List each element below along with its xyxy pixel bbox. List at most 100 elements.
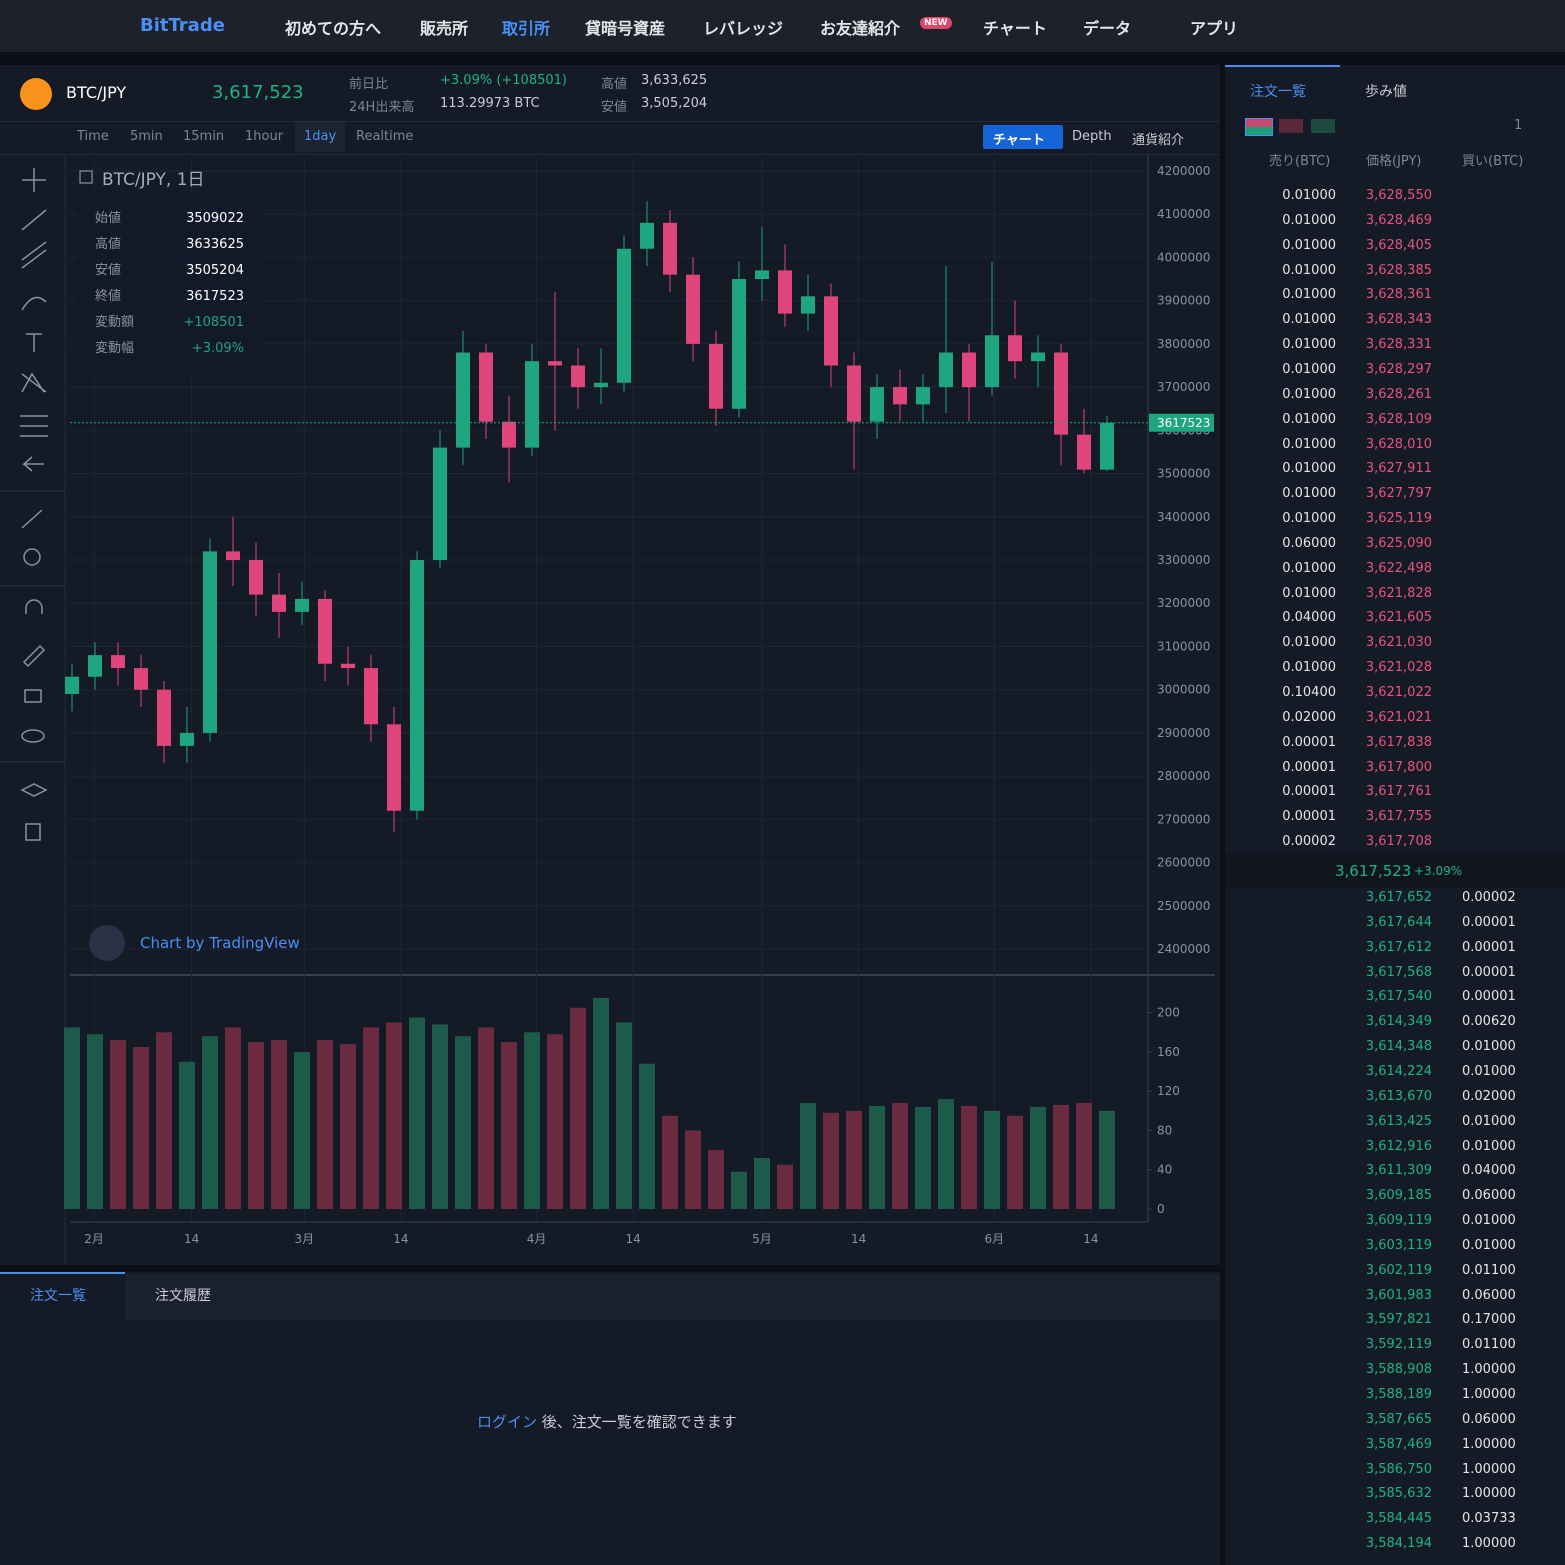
ob-cell[interactable]: 0.04000 — [1462, 1163, 1516, 1179]
ob-cell[interactable]: 3,603,119 — [1365, 1237, 1432, 1253]
ob-cell[interactable]: 0.06000 — [1462, 1411, 1516, 1427]
ob-cell[interactable]: 3,621,828 — [1365, 585, 1432, 601]
ob-cell[interactable]: 3,625,119 — [1365, 511, 1432, 527]
ob-cell[interactable]: 0.06000 — [1462, 1287, 1516, 1303]
ob-cell[interactable]: 3,628,550 — [1365, 188, 1432, 203]
ob-cell[interactable]: 3,612,916 — [1365, 1138, 1432, 1154]
ob-cell[interactable]: 3,621,021 — [1365, 709, 1432, 725]
orders-tab[interactable]: 注文履歴 — [155, 1288, 211, 1304]
ob-cell[interactable]: 0.01000 — [1282, 237, 1336, 253]
ob-cell[interactable]: 0.00001 — [1462, 964, 1516, 980]
ob-cell[interactable]: 3,621,605 — [1365, 610, 1432, 626]
view-tab[interactable]: チャート — [993, 133, 1045, 148]
logo[interactable]: BitTrade — [140, 15, 225, 36]
ob-cell[interactable]: 3,614,348 — [1365, 1039, 1432, 1055]
ob-cell[interactable]: 3,628,469 — [1365, 212, 1432, 228]
ob-cell[interactable]: 0.01000 — [1282, 287, 1336, 303]
ob-cell[interactable]: 3,628,261 — [1365, 386, 1432, 402]
ob-cell[interactable]: 3,592,119 — [1365, 1337, 1432, 1353]
interval[interactable]: Realtime — [356, 129, 414, 144]
nav-item[interactable]: アプリ — [1190, 19, 1239, 38]
ob-cell[interactable]: 0.00001 — [1462, 939, 1516, 955]
ob-cell[interactable]: 3,602,119 — [1365, 1262, 1432, 1278]
nav-item[interactable]: 販売所 — [420, 19, 469, 38]
ob-cell[interactable]: 3,613,425 — [1365, 1113, 1432, 1129]
ob-cell[interactable]: 0.01000 — [1282, 262, 1336, 278]
ob-cell[interactable]: 3,613,670 — [1365, 1088, 1432, 1104]
ob-cell[interactable]: 0.01000 — [1282, 511, 1336, 527]
ob-cell[interactable]: 0.01000 — [1282, 411, 1336, 427]
pair[interactable]: BTC/JPY — [66, 83, 127, 102]
ob-cell[interactable]: 0.01000 — [1462, 1039, 1516, 1055]
ob-cell[interactable]: 0.00002 — [1462, 890, 1516, 905]
ob-cell[interactable]: 0.01000 — [1462, 1113, 1516, 1129]
ob-cell[interactable]: 3,617,755 — [1365, 809, 1432, 825]
ob-cell[interactable]: 3,627,911 — [1365, 461, 1432, 477]
ob-cell[interactable]: 0.01000 — [1282, 312, 1336, 328]
ob-cell[interactable]: 0.00001 — [1282, 784, 1336, 800]
ob-cell[interactable]: 3,586,750 — [1365, 1461, 1432, 1477]
nav-item[interactable]: レバレッジ — [703, 19, 784, 38]
ob-tab[interactable]: 注文一覧 — [1250, 84, 1306, 100]
ob-cell[interactable]: 0.04000 — [1282, 610, 1336, 626]
ob-cell[interactable]: 1.00000 — [1462, 1387, 1516, 1402]
interval[interactable]: Time — [77, 129, 109, 144]
ob-cell[interactable]: 0.01000 — [1282, 337, 1336, 353]
ob-cell[interactable]: 3,601,983 — [1365, 1287, 1432, 1303]
ob-cell[interactable]: 3,609,185 — [1365, 1188, 1432, 1204]
view-both[interactable] — [1245, 118, 1273, 136]
ob-cell[interactable]: 3,611,309 — [1365, 1163, 1432, 1179]
ob-cell[interactable]: 3,587,665 — [1365, 1411, 1432, 1427]
nav-item[interactable]: 取引所 — [502, 19, 551, 38]
ob-cell[interactable]: 3,588,908 — [1365, 1362, 1432, 1378]
interval[interactable]: 5min — [130, 129, 163, 144]
ob-cell[interactable]: 0.17000 — [1462, 1312, 1516, 1328]
ob-cell[interactable]: 3,628,297 — [1365, 361, 1432, 377]
ob-cell[interactable]: 0.01100 — [1462, 1337, 1516, 1353]
ob-cell[interactable]: 3,628,010 — [1365, 436, 1432, 452]
ob-cell[interactable]: 0.00001 — [1282, 734, 1336, 750]
ob-cell[interactable]: 0.00001 — [1462, 914, 1516, 930]
ob-cell[interactable]: 0.01000 — [1282, 585, 1336, 601]
nav-item[interactable]: チャート — [983, 19, 1047, 38]
nav-item[interactable]: 初めての方へ — [285, 19, 382, 38]
ob-cell[interactable]: 0.01000 — [1282, 361, 1336, 377]
ob-cell[interactable]: 1.00000 — [1462, 1362, 1516, 1378]
ob-cell[interactable]: 3,617,644 — [1365, 914, 1432, 930]
ob-cell[interactable]: 3,617,652 — [1365, 890, 1432, 905]
nav-item[interactable]: データ — [1083, 19, 1132, 38]
ob-cell[interactable]: 0.01000 — [1282, 386, 1336, 402]
ob-cell[interactable]: 3,621,028 — [1365, 660, 1432, 676]
ob-cell[interactable]: 3,614,349 — [1365, 1014, 1432, 1030]
ob-cell[interactable]: 0.01100 — [1462, 1262, 1516, 1278]
ob-cell[interactable]: 0.00001 — [1462, 989, 1516, 1005]
ob-cell[interactable]: 3,625,090 — [1365, 535, 1432, 551]
interval[interactable]: 15min — [183, 129, 225, 144]
view-tab[interactable]: 通貨紹介 — [1132, 133, 1185, 148]
ob-cell[interactable]: 3,585,632 — [1365, 1486, 1432, 1502]
ob-cell[interactable]: 0.01000 — [1282, 436, 1336, 452]
ob-cell[interactable]: 0.01000 — [1282, 188, 1336, 203]
ob-cell[interactable]: 3,628,343 — [1365, 312, 1432, 328]
ob-cell[interactable]: 1.00000 — [1462, 1486, 1516, 1502]
ob-cell[interactable]: 3,622,498 — [1365, 560, 1432, 576]
ob-cell[interactable]: 0.01000 — [1462, 1063, 1516, 1079]
ob-cell[interactable]: 0.06000 — [1462, 1188, 1516, 1204]
ob-cell[interactable]: 0.01000 — [1282, 635, 1336, 651]
ob-cell[interactable]: 3,617,612 — [1365, 939, 1432, 955]
ob-cell[interactable]: 3,621,030 — [1365, 635, 1432, 651]
expand-icon[interactable] — [79, 170, 93, 184]
ob-cell[interactable]: 3,617,568 — [1365, 964, 1432, 980]
ob-cell[interactable]: 0.00002 — [1282, 834, 1336, 850]
ob-cell[interactable]: 0.03733 — [1462, 1511, 1516, 1527]
ob-cell[interactable]: 0.02000 — [1462, 1088, 1516, 1104]
ob-cell[interactable]: 3,584,445 — [1365, 1511, 1432, 1527]
ob-cell[interactable]: 0.01000 — [1282, 212, 1336, 228]
orders-tab[interactable]: 注文一覧 — [30, 1288, 86, 1304]
nav-item[interactable]: 貸暗号資産 — [585, 19, 666, 38]
ob-cell[interactable]: 3,587,469 — [1365, 1436, 1432, 1452]
ob-cell[interactable]: 1.00000 — [1462, 1536, 1516, 1552]
ob-cell[interactable]: 1.00000 — [1462, 1461, 1516, 1477]
ob-cell[interactable]: 3,628,405 — [1365, 237, 1432, 253]
ob-cell[interactable]: 0.00001 — [1282, 759, 1336, 775]
